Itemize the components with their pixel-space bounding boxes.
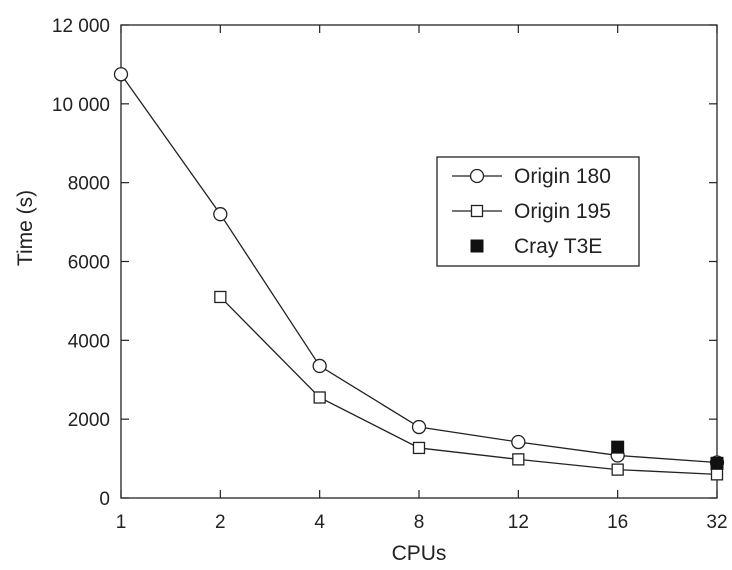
data-point (511, 434, 526, 450)
x-tick-label: 32 (706, 512, 727, 533)
data-point (710, 456, 724, 470)
y-tick-label: 2000 (68, 410, 110, 431)
legend-item: Cray T3E (470, 235, 602, 258)
data-point (213, 207, 228, 222)
data-point (312, 358, 327, 374)
y-tick-label: 10 000 (52, 95, 110, 116)
x-tick-label: 12 (508, 512, 529, 533)
legend-marker (470, 204, 484, 218)
x-axis-title: CPUs (392, 542, 447, 565)
x-axis-ticks: 1 2 4 8 12 16 32 (116, 25, 728, 533)
y-tick-label: 0 (99, 489, 110, 510)
series-origin-180 (113, 67, 725, 470)
legend-item: Origin 180 (452, 165, 611, 188)
y-axis-title: Time (s) (14, 190, 37, 266)
legend-marker (469, 168, 485, 184)
x-tick-label: 16 (607, 512, 628, 533)
data-point (313, 391, 326, 404)
data-point (214, 290, 227, 304)
legend-label: Cray T3E (514, 235, 602, 258)
x-tick-label: 1 (116, 512, 127, 533)
series-line (219, 296, 718, 475)
legend-item: Origin 195 (452, 200, 611, 223)
data-point (412, 441, 426, 455)
legend-marker (470, 239, 484, 253)
series-origin-195 (214, 290, 724, 481)
data-point (611, 463, 624, 476)
x-tick-label: 4 (314, 512, 325, 533)
data-point (113, 67, 129, 82)
series-line (120, 73, 718, 464)
y-tick-label: 4000 (68, 331, 110, 352)
x-tick-label: 2 (215, 512, 226, 533)
data-point (710, 468, 724, 481)
series-layer (113, 67, 725, 481)
series-cray-t3e (611, 440, 724, 470)
y-tick-label: 6000 (68, 253, 110, 274)
legend: Origin 180 Origin 195 Cray T3E (436, 156, 640, 267)
data-point (411, 419, 427, 435)
data-point (512, 453, 525, 466)
y-axis-ticks: 0 2000 4000 6000 8000 10 000 12 000 (52, 16, 717, 510)
y-tick-label: 12 000 (52, 16, 110, 37)
x-tick-label: 8 (414, 512, 425, 533)
legend-label: Origin 180 (514, 165, 611, 188)
data-point (611, 440, 625, 454)
legend-label: Origin 195 (514, 200, 611, 223)
y-tick-label: 8000 (68, 174, 110, 195)
